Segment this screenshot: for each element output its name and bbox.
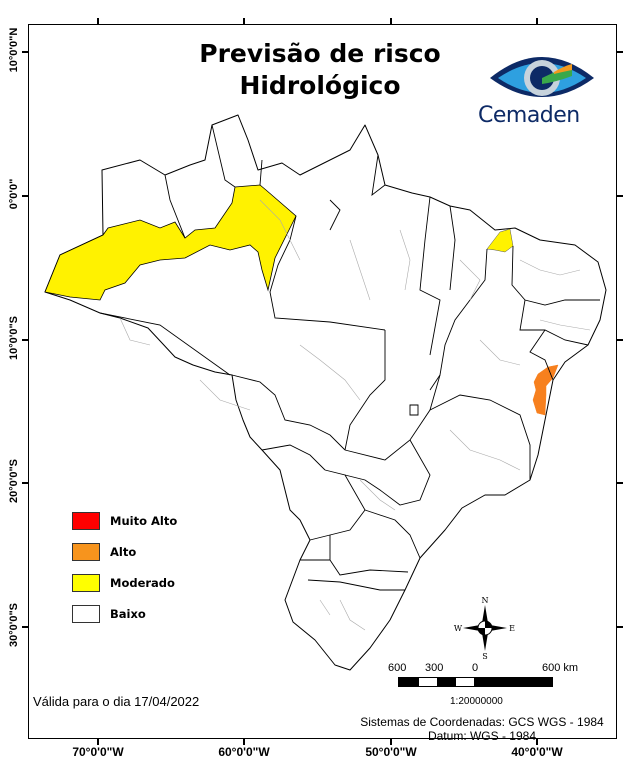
map-title: Previsão de risco Hidrológico [140, 38, 500, 102]
scale-bar [398, 677, 553, 687]
legend: Muito Alto Alto Moderado Baixo [72, 505, 177, 629]
scale-label-0: 0 [472, 662, 479, 674]
map-frame [28, 24, 617, 739]
legend-label: Baixo [110, 606, 146, 621]
lat-tick [617, 195, 623, 197]
compass-w: W [454, 624, 463, 633]
lon-tick [97, 18, 99, 24]
compass-e: E [509, 624, 515, 633]
legend-swatch-orange [72, 542, 100, 561]
lat-tick [617, 626, 623, 628]
lat-tick [22, 195, 28, 197]
lat-tick [22, 51, 28, 53]
cemaden-logo-icon [490, 57, 594, 97]
north-arrow-compass-icon: N S W E [454, 596, 515, 661]
legend-label: Moderado [110, 575, 175, 590]
lon-tick [97, 739, 99, 745]
legend-item-muito-alto: Muito Alto [72, 505, 177, 536]
legend-swatch-white [72, 604, 100, 623]
legend-item-moderado: Moderado [72, 567, 177, 598]
lat-tick [617, 482, 623, 484]
title-line-2: Hidrológico [239, 71, 401, 100]
lon-tick [243, 18, 245, 24]
validity-date: Válida para o dia 17/04/2022 [33, 694, 200, 709]
scale-label-300: 300 [425, 662, 444, 674]
cemaden-logo-text: Cemaden [478, 103, 580, 128]
coordinate-system: Sistemas de Coordenadas: GCS WGS - 1984 … [350, 715, 614, 743]
lat-tick [22, 626, 28, 628]
legend-swatch-yellow [72, 573, 100, 592]
lon-tick [243, 739, 245, 745]
legend-label: Muito Alto [110, 513, 178, 528]
lat-tick [617, 51, 623, 53]
lat-tick [22, 339, 28, 341]
lat-tick [617, 339, 623, 341]
crs-line-2: Datum: WGS - 1984 [427, 729, 537, 743]
scale-ratio: 1:20000000 [450, 696, 503, 707]
lon-label-60w: 60°0'0"W [218, 745, 270, 759]
lat-tick [22, 482, 28, 484]
title-line-1: Previsão de risco [199, 39, 441, 68]
scale-label-600: 600 [388, 662, 407, 674]
lon-tick [390, 739, 392, 745]
compass-s: S [482, 652, 487, 661]
lon-label-50w: 50°0'0"W [365, 745, 417, 759]
legend-swatch-red [72, 511, 100, 530]
compass-n: N [482, 596, 489, 605]
scale-label-600km: 600 km [542, 662, 579, 674]
lon-tick [536, 18, 538, 24]
legend-item-baixo: Baixo [72, 598, 177, 629]
lon-label-70w: 70°0'0"W [72, 745, 124, 759]
lon-label-40w: 40°0'0"W [511, 745, 563, 759]
crs-line-1: Sistemas de Coordenadas: GCS WGS - 1984 [360, 715, 604, 729]
legend-label: Alto [110, 544, 137, 559]
risk-area-amazon [44, 184, 297, 301]
lon-tick [390, 18, 392, 24]
lon-tick [536, 739, 538, 745]
legend-item-alto: Alto [72, 536, 177, 567]
